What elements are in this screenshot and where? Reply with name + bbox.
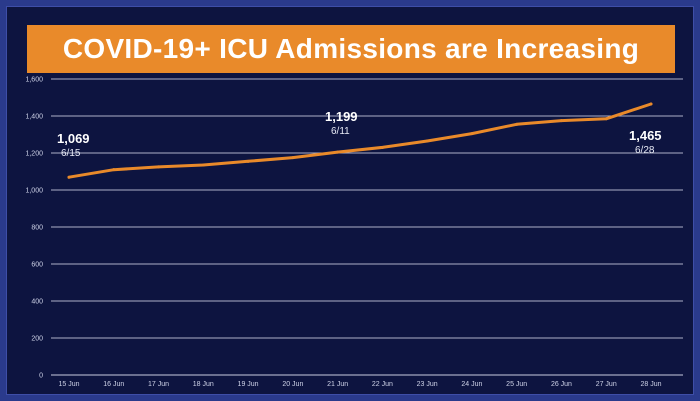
- annotation-value: 1,069: [57, 131, 90, 146]
- chart-title: COVID-19+ ICU Admissions are Increasing: [27, 25, 675, 73]
- y-tick-label: 600: [31, 262, 43, 269]
- x-tick-label: 22 Jun: [372, 381, 393, 388]
- y-tick-label: 1,400: [25, 114, 43, 121]
- y-tick-label: 400: [31, 299, 43, 306]
- data-point: [470, 132, 474, 136]
- chart-frame: COVID-19+ ICU Admissions are Increasing …: [6, 6, 694, 395]
- y-tick-label: 1,000: [25, 188, 43, 195]
- x-tick-label: 25 Jun: [506, 381, 527, 388]
- x-tick-label: 28 Jun: [640, 381, 661, 388]
- x-tick-label: 27 Jun: [596, 381, 617, 388]
- data-point: [112, 168, 116, 172]
- data-point: [67, 175, 71, 179]
- x-tick-label: 19 Jun: [238, 381, 259, 388]
- x-tick-label: 23 Jun: [417, 381, 438, 388]
- data-point: [336, 150, 340, 154]
- y-tick-label: 0: [39, 373, 43, 380]
- data-point: [157, 165, 161, 169]
- data-point: [559, 119, 563, 123]
- data-point: [604, 117, 608, 121]
- line-chart: 0 200 400 600 800 1,000 1,200 1,400 1,600 15 Jun 1…: [25, 77, 683, 388]
- y-tick-label: 1,600: [25, 77, 43, 84]
- annotation-date: 6/28: [635, 145, 655, 156]
- data-point: [380, 145, 384, 149]
- x-tick-label: 18 Jun: [193, 381, 214, 388]
- data-point: [515, 122, 519, 126]
- y-tick-label: 1,200: [25, 151, 43, 158]
- x-tick-label: 16 Jun: [103, 381, 124, 388]
- data-point: [649, 102, 653, 106]
- data-point: [425, 139, 429, 143]
- annotation-date: 6/11: [331, 126, 350, 137]
- x-tick-label: 17 Jun: [148, 381, 169, 388]
- x-tick-label: 26 Jun: [551, 381, 572, 388]
- annotation-date: 6/15: [61, 148, 81, 159]
- data-point: [246, 159, 250, 163]
- series-line: [67, 102, 653, 179]
- data-point: [201, 163, 205, 167]
- x-tick-label: 15 Jun: [58, 381, 79, 388]
- annotation-value: 1,199: [325, 109, 358, 124]
- data-point: [291, 156, 295, 160]
- x-tick-label: 24 Jun: [461, 381, 482, 388]
- y-tick-label: 200: [31, 336, 43, 343]
- y-tick-label: 800: [31, 225, 43, 232]
- x-tick-label: 20 Jun: [282, 381, 303, 388]
- x-tick-label: 21 Jun: [327, 381, 348, 388]
- annotation-value: 1,465: [629, 128, 662, 143]
